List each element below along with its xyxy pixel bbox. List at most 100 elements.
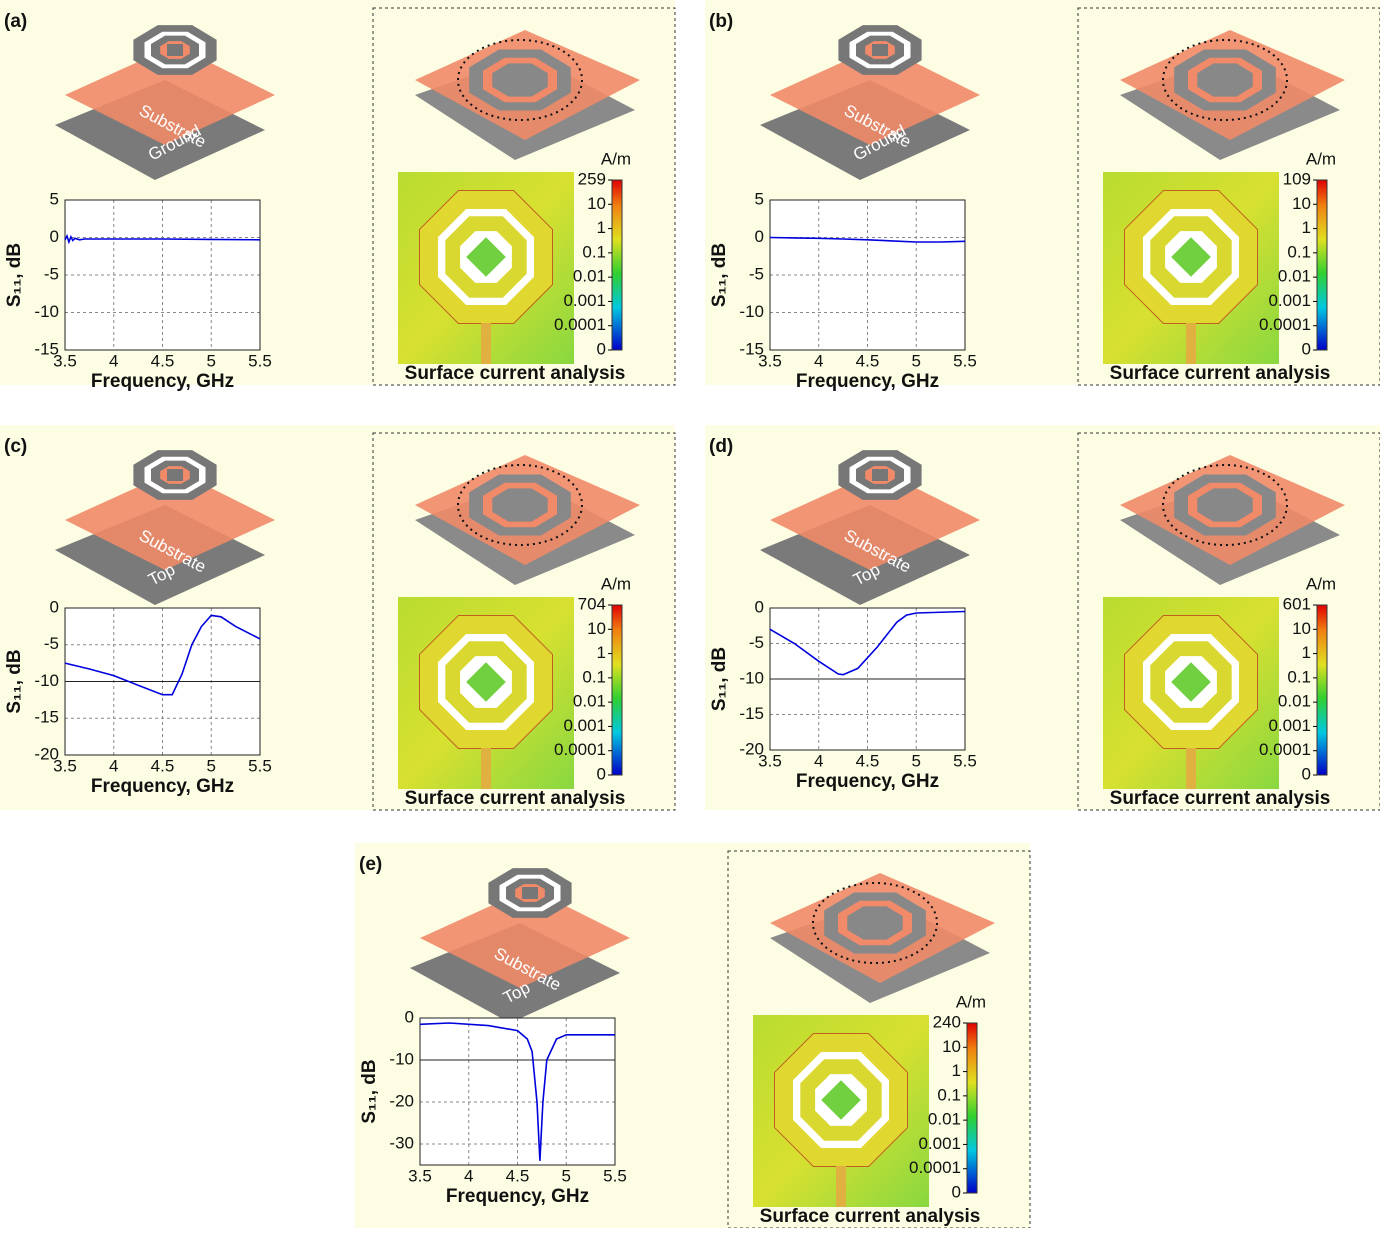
colorbar-tick-label: 1 (1302, 218, 1311, 237)
x-tick-label: 3.5 (408, 1166, 432, 1185)
x-axis-label: Frequency, GHz (796, 771, 939, 792)
colorbar-tick-label: 0.01 (573, 267, 606, 286)
figure: (a)SubstrateGroundA/m2591010.10.010.0010… (0, 0, 1380, 1228)
ring-inner (847, 906, 902, 939)
y-tick-label: -10 (389, 1049, 414, 1068)
colorbar-tick-label: 601 (1283, 594, 1311, 613)
colorbar-tick-label: 0.0001 (1259, 315, 1311, 334)
caption: Surface current analysis (1110, 363, 1331, 384)
caption: Surface current analysis (1110, 788, 1331, 809)
patch-center (167, 44, 183, 56)
y-tick-label: 0 (50, 227, 59, 246)
colorbar-tick-label: 0.0001 (554, 315, 606, 334)
x-tick-label: 5 (562, 1166, 571, 1185)
y-axis-label: S₁₁, dB (709, 243, 730, 307)
caption: Surface current analysis (760, 1206, 981, 1227)
map-feed (481, 748, 491, 789)
panel-label: (c) (4, 436, 27, 457)
colorbar-tick-label: 0 (1302, 764, 1311, 783)
colorbar-tick-label: 0.0001 (1259, 740, 1311, 759)
colorbar-tick-label: 0.0001 (909, 1158, 961, 1177)
x-tick-label: 4.5 (856, 751, 880, 770)
colorbar-tick-label: 0.001 (918, 1134, 961, 1153)
panel-label: (d) (709, 436, 733, 457)
y-tick-label: -10 (739, 302, 764, 321)
colorbar-tick-label: 0.0001 (554, 740, 606, 759)
ring-inner (492, 488, 547, 521)
colorbar-tick-label: 10 (1292, 619, 1311, 638)
y-tick-label: -30 (389, 1133, 414, 1152)
y-tick-label: -20 (389, 1091, 414, 1110)
colorbar-tick-label: 0 (952, 1182, 961, 1201)
colorbar-tick-label: 0.01 (1278, 267, 1311, 286)
y-tick-label: 0 (755, 597, 764, 616)
y-tick-label: -15 (34, 339, 59, 358)
x-tick-label: 4 (814, 351, 823, 370)
y-tick-label: -5 (44, 634, 59, 653)
colorbar-tick-label: 0.1 (1287, 242, 1311, 261)
y-axis-label: S₁₁, dB (4, 649, 25, 713)
y-tick-label: 0 (405, 1007, 414, 1026)
patch-center (167, 469, 183, 481)
colorbar-tick-label: 0.001 (563, 716, 606, 735)
x-tick-label: 5.5 (953, 351, 977, 370)
colorbar-tick-label: 0 (1302, 339, 1311, 358)
colorbar-tick-label: 1 (952, 1061, 961, 1080)
colorbar-tick-label: 240 (933, 1012, 961, 1031)
colorbar-unit: A/m (601, 149, 631, 168)
x-tick-label: 4 (464, 1166, 473, 1185)
x-axis-label: Frequency, GHz (446, 1186, 589, 1207)
colorbar (612, 180, 622, 350)
patch-center (522, 887, 538, 899)
x-tick-label: 5 (912, 751, 921, 770)
y-tick-label: 5 (50, 189, 59, 208)
y-tick-label: -20 (739, 739, 764, 758)
colorbar-tick-label: 10 (587, 194, 606, 213)
map-feed (481, 323, 491, 364)
panel-label: (a) (4, 11, 27, 32)
colorbar-tick-label: 0.001 (1268, 291, 1311, 310)
colorbar-unit: A/m (1306, 149, 1336, 168)
colorbar-tick-label: 0.1 (582, 667, 606, 686)
map-feed (1186, 748, 1196, 789)
y-axis-label: S₁₁, dB (359, 1059, 380, 1123)
y-tick-label: -5 (44, 264, 59, 283)
y-tick-label: -5 (749, 633, 764, 652)
colorbar-tick-label: 0.01 (1278, 692, 1311, 711)
colorbar (1317, 180, 1327, 350)
colorbar-tick-label: 704 (578, 594, 606, 613)
x-tick-label: 4 (814, 751, 823, 770)
colorbar-unit: A/m (1306, 574, 1336, 593)
y-tick-label: -20 (34, 744, 59, 763)
y-tick-label: -15 (739, 704, 764, 723)
colorbar (967, 1023, 977, 1193)
y-axis-label: S₁₁, dB (709, 647, 730, 711)
x-tick-label: 5.5 (248, 756, 272, 775)
x-axis-label: Frequency, GHz (91, 371, 234, 392)
x-tick-label: 5.5 (603, 1166, 627, 1185)
y-tick-label: -5 (749, 264, 764, 283)
x-tick-label: 5 (207, 351, 216, 370)
colorbar-tick-label: 10 (1292, 194, 1311, 213)
colorbar-tick-label: 0 (597, 339, 606, 358)
y-tick-label: -10 (739, 668, 764, 687)
x-tick-label: 5 (207, 756, 216, 775)
colorbar-tick-label: 10 (942, 1037, 961, 1056)
colorbar-tick-label: 0.1 (1287, 667, 1311, 686)
y-tick-label: -15 (739, 339, 764, 358)
x-tick-label: 5.5 (248, 351, 272, 370)
y-tick-label: 0 (50, 597, 59, 616)
panel-label: (e) (359, 854, 382, 875)
colorbar-tick-label: 1 (597, 218, 606, 237)
ring-inner (1197, 488, 1252, 521)
ring-inner (1197, 63, 1252, 96)
colorbar-tick-label: 0.01 (573, 692, 606, 711)
x-tick-label: 5.5 (953, 751, 977, 770)
x-tick-label: 4.5 (151, 756, 175, 775)
colorbar-tick-label: 0.1 (582, 242, 606, 261)
ring-inner (492, 63, 547, 96)
colorbar-tick-label: 0.01 (928, 1110, 961, 1129)
y-axis-label: S₁₁, dB (4, 243, 25, 307)
colorbar-tick-label: 1 (597, 643, 606, 662)
colorbar-unit: A/m (601, 574, 631, 593)
